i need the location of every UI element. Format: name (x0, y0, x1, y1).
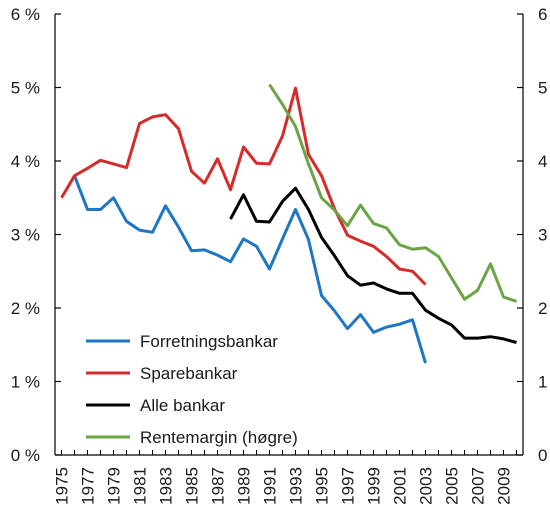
right-y-tick-label: 6 (538, 5, 547, 24)
series-lines (60, 83, 517, 364)
left-y-tick-label: 5 % (11, 79, 40, 98)
x-tick-label: 1975 (53, 467, 72, 505)
left-y-tick-label: 4 % (11, 152, 40, 171)
left-y-tick-label: 6 % (11, 5, 40, 24)
x-tick-label: 1993 (287, 467, 306, 505)
x-tick-label: 1987 (209, 467, 228, 505)
x-tick-label: 2009 (495, 467, 514, 505)
axes (54, 14, 524, 456)
x-tick-label: 1981 (131, 467, 150, 505)
legend-label: Sparebankar (140, 364, 238, 383)
ticks: 0 % 1 % 2 % 3 % 4 % 5 % 6 % 0 1 2 3 4 5 6 1975 1977 1979… (11, 5, 548, 505)
x-tick-label: 1991 (261, 467, 280, 505)
series-line (268, 83, 517, 303)
legend-label: Forretningsbankar (140, 332, 278, 351)
x-tick-label: 1983 (157, 467, 176, 505)
right-y-tick-label: 1 (538, 373, 547, 392)
series-line (229, 186, 517, 344)
x-tick-label: 2003 (417, 467, 436, 505)
left-y-tick-label: 2 % (11, 299, 40, 318)
x-tick-label: 1999 (365, 467, 384, 505)
x-tick-label: 1989 (235, 467, 254, 505)
legend-label: Rentemargin (høgre) (140, 428, 298, 447)
x-tick-label: 1979 (105, 467, 124, 505)
right-y-tick-label: 4 (538, 152, 547, 171)
left-y-tick-label: 0 % (11, 446, 40, 465)
series-line (60, 86, 427, 286)
x-tick-label: 1985 (183, 467, 202, 505)
right-y-tick-label: 0 (538, 446, 547, 465)
series-line (73, 175, 427, 364)
legend: Forretningsbankar Sparebankar Alle bankar R… (86, 332, 298, 447)
right-y-tick-label: 5 (538, 79, 547, 98)
x-tick-label: 1995 (313, 467, 332, 505)
x-tick-label: 1997 (339, 467, 358, 505)
left-y-tick-label: 1 % (11, 373, 40, 392)
legend-label: Alle bankar (140, 396, 225, 415)
right-y-tick-label: 3 (538, 226, 547, 245)
right-y-tick-label: 2 (538, 299, 547, 318)
x-tick-label: 2007 (469, 467, 488, 505)
x-tick-label: 2001 (391, 467, 410, 505)
x-tick-label: 2005 (443, 467, 462, 505)
x-tick-label: 1977 (79, 467, 98, 505)
left-y-tick-label: 3 % (11, 226, 40, 245)
